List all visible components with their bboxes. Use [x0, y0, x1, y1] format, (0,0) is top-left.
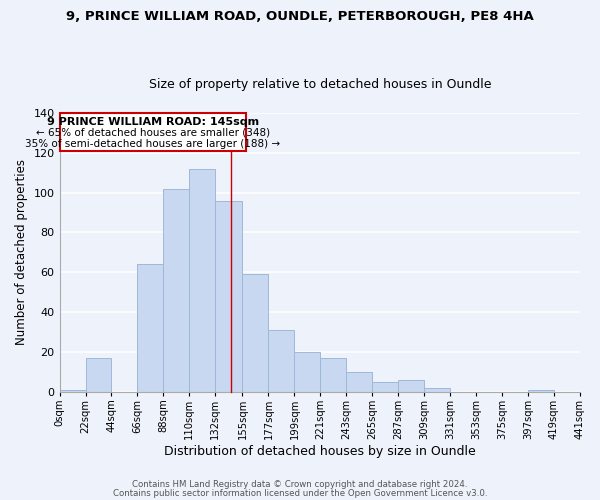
Bar — [528, 390, 554, 392]
Bar — [398, 380, 424, 392]
FancyBboxPatch shape — [59, 113, 246, 151]
Text: Contains public sector information licensed under the Open Government Licence v3: Contains public sector information licen… — [113, 488, 487, 498]
Bar — [346, 372, 372, 392]
Bar — [163, 188, 190, 392]
Text: 9 PRINCE WILLIAM ROAD: 145sqm: 9 PRINCE WILLIAM ROAD: 145sqm — [47, 117, 259, 127]
Bar — [190, 168, 215, 392]
Bar — [86, 358, 112, 392]
Text: 9, PRINCE WILLIAM ROAD, OUNDLE, PETERBOROUGH, PE8 4HA: 9, PRINCE WILLIAM ROAD, OUNDLE, PETERBOR… — [66, 10, 534, 23]
Bar — [320, 358, 346, 392]
Bar — [215, 200, 242, 392]
Y-axis label: Number of detached properties: Number of detached properties — [15, 160, 28, 346]
Bar — [372, 382, 398, 392]
Title: Size of property relative to detached houses in Oundle: Size of property relative to detached ho… — [149, 78, 491, 91]
Bar — [59, 390, 86, 392]
Bar — [137, 264, 163, 392]
Text: ← 65% of detached houses are smaller (348): ← 65% of detached houses are smaller (34… — [36, 128, 270, 138]
Bar — [242, 274, 268, 392]
Bar — [268, 330, 295, 392]
X-axis label: Distribution of detached houses by size in Oundle: Distribution of detached houses by size … — [164, 444, 476, 458]
Text: Contains HM Land Registry data © Crown copyright and database right 2024.: Contains HM Land Registry data © Crown c… — [132, 480, 468, 489]
Bar — [424, 388, 450, 392]
Text: 35% of semi-detached houses are larger (188) →: 35% of semi-detached houses are larger (… — [25, 139, 280, 149]
Bar — [295, 352, 320, 392]
